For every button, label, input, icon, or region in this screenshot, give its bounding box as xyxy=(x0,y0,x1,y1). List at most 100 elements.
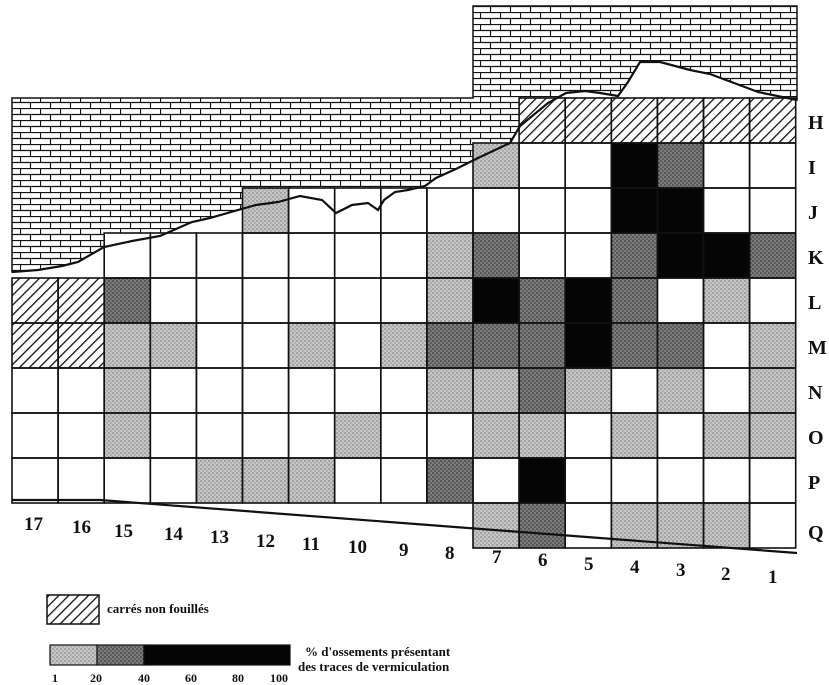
grid-cell-i-6 xyxy=(519,143,566,188)
grid-cell-q-1 xyxy=(749,503,796,548)
legend-scale: % d'ossements présentant des traces de v… xyxy=(49,644,451,685)
grid-cell-o-15 xyxy=(104,413,151,458)
col-label-12: 12 xyxy=(256,531,275,552)
grid-cell-k-15 xyxy=(104,233,151,278)
col-label-14: 14 xyxy=(164,524,184,545)
grid-cell-m-1 xyxy=(749,323,796,368)
grid-cell-o-12 xyxy=(242,413,289,458)
legend-tick-60: 60 xyxy=(185,671,197,685)
col-label-17: 17 xyxy=(24,514,44,535)
grid-cell-n-8 xyxy=(426,368,473,413)
grid-cell-j-8 xyxy=(426,188,473,233)
grid-cell-j-4 xyxy=(611,188,658,233)
grid-cell-q-6 xyxy=(519,503,566,548)
legend-tick-20: 20 xyxy=(90,671,102,685)
grid-cell-o-2 xyxy=(703,413,750,458)
grid-cell-o-6 xyxy=(519,413,566,458)
grid-cell-o-3 xyxy=(657,413,704,458)
legend-swatch-1-20 xyxy=(49,644,98,666)
row-label-m: M xyxy=(808,337,827,359)
grid-cell-i-3 xyxy=(657,143,704,188)
grid-cell-n-16 xyxy=(58,368,105,413)
grid-cell-p-10 xyxy=(334,458,381,503)
grid-cell-p-3 xyxy=(657,458,704,503)
grid-lines xyxy=(11,97,797,549)
grid-cell-o-1 xyxy=(749,413,796,458)
grid-cell-o-11 xyxy=(288,413,335,458)
legend-unexcavated: carrés non fouillés xyxy=(46,594,209,625)
surface-profile-line xyxy=(11,60,798,274)
grid-cell-p-6 xyxy=(519,458,566,503)
grid-cell-j-2 xyxy=(703,188,750,233)
row-label-h: H xyxy=(808,112,824,134)
col-label-10: 10 xyxy=(348,537,367,558)
grid-cell-l-17 xyxy=(12,278,59,323)
grid-cell-q-5 xyxy=(565,503,612,548)
grid-cell-m-8 xyxy=(426,323,473,368)
col-label-15: 15 xyxy=(114,521,133,542)
grid-cell-n-5 xyxy=(565,368,612,413)
col-label-6: 6 xyxy=(538,550,548,571)
grid-cell-j-5 xyxy=(565,188,612,233)
grid-cell-m-15 xyxy=(104,323,151,368)
grid-cell-o-9 xyxy=(380,413,427,458)
grid-cell-m-5 xyxy=(565,323,612,368)
grid-cell-q-2 xyxy=(703,503,750,548)
grid-cell-p-14 xyxy=(150,458,197,503)
grid-cell-m-10 xyxy=(334,323,381,368)
grid-cell-p-11 xyxy=(288,458,335,503)
grid-cell-h-5 xyxy=(565,98,612,143)
legend-tick-80: 80 xyxy=(232,671,244,685)
grid-cell-l-12 xyxy=(242,278,289,323)
grid-cell-j-1 xyxy=(749,188,796,233)
grid-cell-n-2 xyxy=(703,368,750,413)
grid-cell-n-6 xyxy=(519,368,566,413)
grid-cell-k-4 xyxy=(611,233,658,278)
grid-cell-k-10 xyxy=(334,233,381,278)
grid-cell-j-7 xyxy=(473,188,520,233)
grid-cell-l-8 xyxy=(426,278,473,323)
grid-cell-k-9 xyxy=(380,233,427,278)
grid-cell-n-15 xyxy=(104,368,151,413)
grid-cell-i-4 xyxy=(611,143,658,188)
grid-cell-q-3 xyxy=(657,503,704,548)
grid-cell-i-1 xyxy=(749,143,796,188)
col-label-11: 11 xyxy=(302,534,320,555)
grid-cell-l-11 xyxy=(288,278,335,323)
grid-cell-o-7 xyxy=(473,413,520,458)
row-label-o: O xyxy=(808,427,824,449)
grid-cell-p-7 xyxy=(473,458,520,503)
grid-cell-n-14 xyxy=(150,368,197,413)
row-label-k: K xyxy=(808,247,824,269)
grid-cell-p-12 xyxy=(242,458,289,503)
grid-cell-o-4 xyxy=(611,413,658,458)
grid-cell-p-15 xyxy=(104,458,151,503)
grid-cell-h-1 xyxy=(749,98,796,143)
grid-cell-h-4 xyxy=(611,98,658,143)
row-label-p: P xyxy=(808,472,820,494)
bottom-edge-line xyxy=(12,498,798,555)
row-label-n: N xyxy=(808,382,823,404)
grid-cell-p-13 xyxy=(196,458,243,503)
col-label-13: 13 xyxy=(210,527,229,548)
grid-cell-m-12 xyxy=(242,323,289,368)
grid-cell-p-5 xyxy=(565,458,612,503)
grid-cell-n-1 xyxy=(749,368,796,413)
grid-cell-j-3 xyxy=(657,188,704,233)
grid-cell-l-7 xyxy=(473,278,520,323)
grid-cell-o-8 xyxy=(426,413,473,458)
legend-unexcavated-label: carrés non fouillés xyxy=(107,601,209,616)
row-label-q: Q xyxy=(808,522,824,544)
grid-cell-j-9 xyxy=(380,188,427,233)
col-label-2: 2 xyxy=(721,564,731,585)
grid-cell-j-12 xyxy=(242,188,289,233)
col-label-1: 1 xyxy=(768,567,778,588)
col-label-3: 3 xyxy=(676,560,686,581)
col-label-16: 16 xyxy=(72,517,91,538)
grid-cell-m-14 xyxy=(150,323,197,368)
grid-cell-p-16 xyxy=(58,458,105,503)
col-label-7: 7 xyxy=(492,547,502,568)
grid-cell-n-13 xyxy=(196,368,243,413)
grid-cell-n-12 xyxy=(242,368,289,413)
row-label-j: J xyxy=(808,202,818,224)
